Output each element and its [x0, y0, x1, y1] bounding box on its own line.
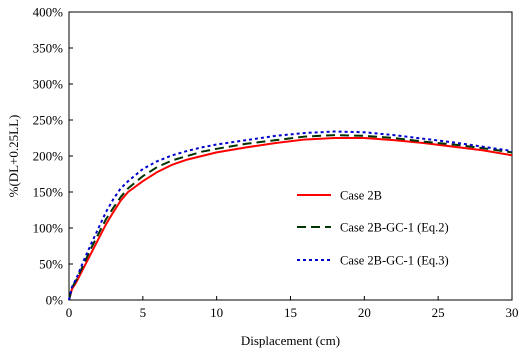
x-tick-label: 20: [358, 305, 371, 320]
legend-label-3: Case 2B-GC-1 (Eq.3): [340, 254, 449, 268]
legend-label-2: Case 2B-GC-1 (Eq.2): [340, 221, 449, 235]
x-tick-label: 0: [66, 305, 73, 320]
x-axis: 0 5 10 15 20 25 30: [66, 296, 519, 320]
y-tick-label: 100%: [33, 221, 64, 236]
x-axis-title: Displacement (cm): [241, 333, 340, 348]
y-tick-label: 150%: [33, 185, 64, 200]
legend-label-1: Case 2B: [340, 189, 382, 203]
x-tick-label: 10: [210, 305, 223, 320]
y-tick-label: 250%: [33, 113, 64, 128]
y-tick-label: 350%: [33, 41, 64, 56]
series-line-2: [68, 134, 513, 301]
x-tick-label: 30: [506, 305, 519, 320]
series-line-1: [68, 137, 513, 301]
x-tick-label: 25: [432, 305, 445, 320]
x-tick-label: 15: [284, 305, 297, 320]
y-axis: 0% 50% 100% 150% 200% 250% 300% 350% 400%: [33, 5, 73, 308]
y-tick-label: 200%: [33, 149, 64, 164]
y-tick-label: 300%: [33, 77, 64, 92]
series-layer: [68, 130, 513, 301]
y-tick-label: 400%: [33, 5, 64, 20]
y-tick-label: 50%: [39, 257, 63, 272]
x-tick-label: 5: [140, 305, 147, 320]
series-line-3: [68, 130, 513, 301]
legend: Case 2B Case 2B-GC-1 (Eq.2) Case 2B-GC-1 (…: [297, 189, 449, 268]
y-axis-title: %(DL+0.25LL): [6, 115, 21, 198]
y-tick-label: 0%: [46, 293, 64, 308]
